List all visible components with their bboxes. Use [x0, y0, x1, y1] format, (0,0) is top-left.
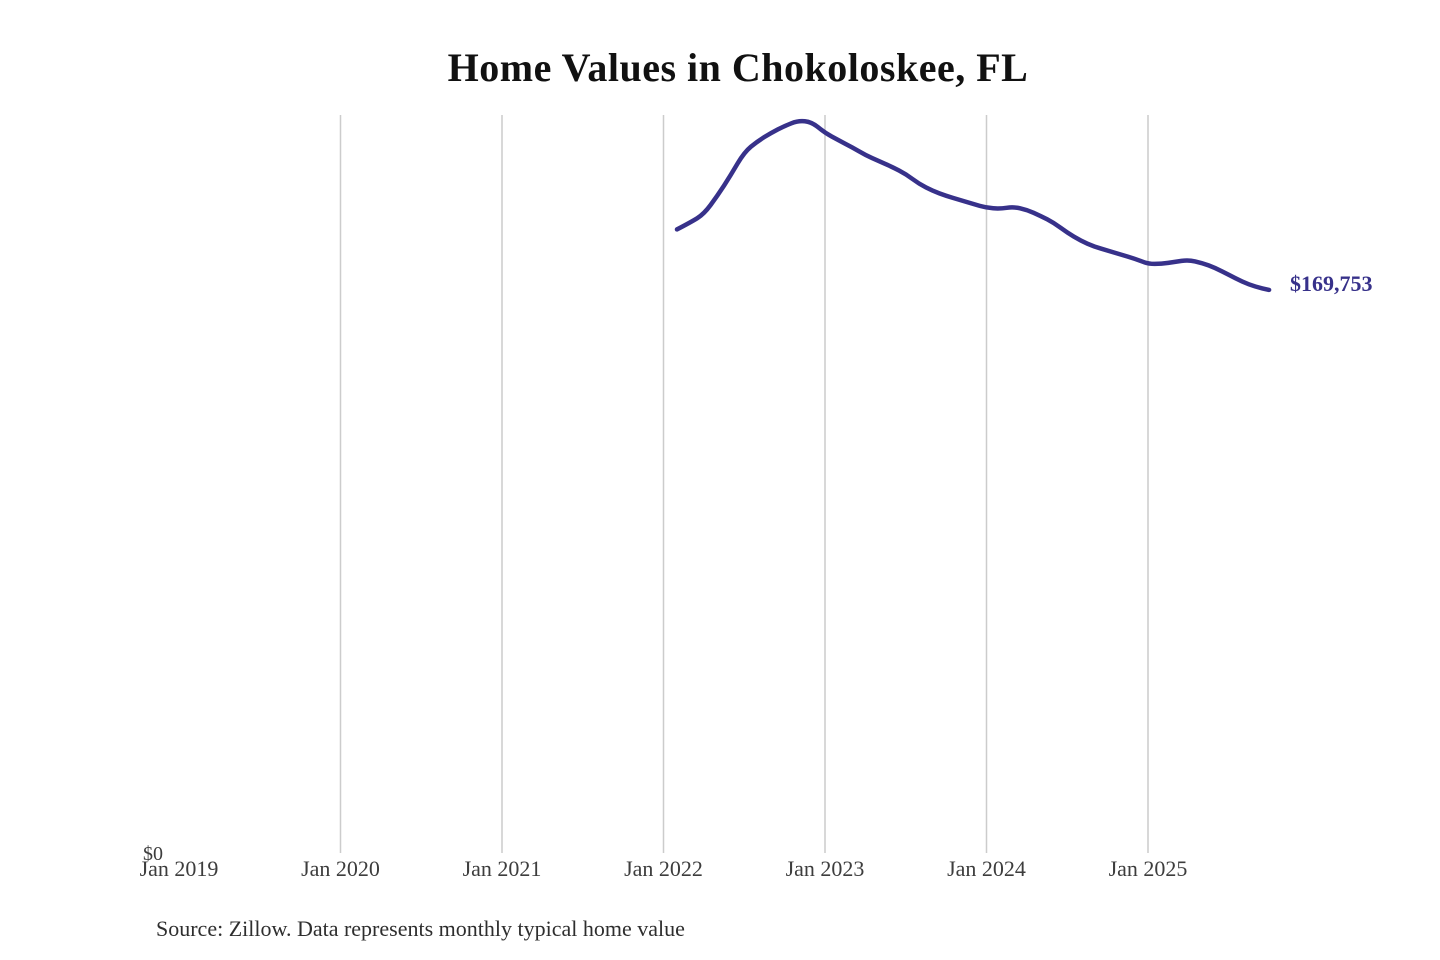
- x-axis-label-2021: Jan 2021: [462, 856, 542, 881]
- x-axis-label-2019: Jan 2019: [139, 856, 219, 881]
- x-axis-label-2025: Jan 2025: [1108, 856, 1188, 881]
- home-value-line: [674, 118, 1272, 293]
- chart-title: Home Values in Chokoloskee, FL: [447, 45, 1029, 90]
- x-axis-label-2022: Jan 2022: [624, 856, 703, 881]
- latest-value-label: $169,753: [1290, 271, 1373, 296]
- source-note: Source: Zillow. Data represents monthly …: [156, 916, 685, 941]
- x-axis-label-2023: Jan 2023: [785, 856, 865, 881]
- x-axis-label-2020: Jan 2020: [301, 856, 380, 881]
- y-axis-zero-label: $0: [143, 843, 163, 865]
- x-axis-label-2024: Jan 2024: [947, 856, 1026, 881]
- gridline-group: [339, 115, 1149, 853]
